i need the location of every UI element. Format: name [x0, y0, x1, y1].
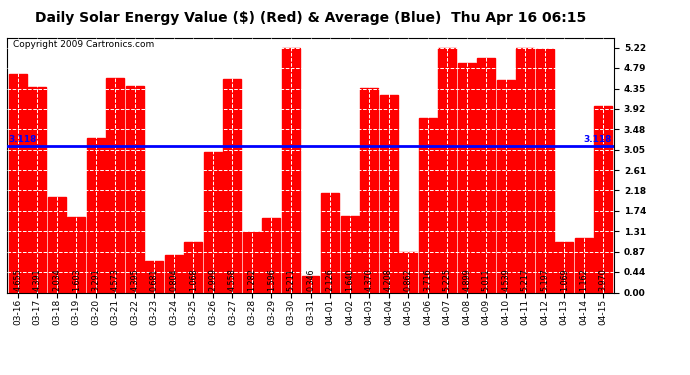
Text: 4.391: 4.391	[32, 268, 41, 291]
Text: 1.640: 1.640	[345, 268, 354, 291]
Bar	[126, 87, 144, 292]
Text: 5.217: 5.217	[521, 268, 530, 291]
Bar	[438, 48, 456, 292]
Bar	[536, 49, 554, 292]
Bar	[399, 252, 417, 292]
Bar	[555, 242, 573, 292]
Text: Daily Solar Energy Value ($) (Red) & Average (Blue)  Thu Apr 16 06:15: Daily Solar Energy Value ($) (Red) & Ave…	[35, 11, 586, 25]
Bar	[243, 232, 261, 292]
Text: 2.126: 2.126	[326, 268, 335, 291]
Text: 1.162: 1.162	[580, 268, 589, 291]
Bar	[497, 80, 515, 292]
Text: 3.118: 3.118	[9, 135, 37, 144]
Bar	[457, 63, 475, 292]
Text: 4.208: 4.208	[384, 268, 393, 291]
Bar	[302, 276, 319, 292]
Text: 4.558: 4.558	[228, 268, 237, 291]
Bar	[48, 197, 66, 292]
Bar	[165, 255, 183, 292]
Bar	[146, 261, 164, 292]
Text: 4.539: 4.539	[501, 268, 510, 291]
Text: 0.681: 0.681	[150, 268, 159, 291]
Text: 1.069: 1.069	[560, 268, 569, 291]
Text: 2.034: 2.034	[52, 268, 61, 291]
Text: 3.716: 3.716	[423, 268, 432, 291]
Text: 1.603: 1.603	[72, 268, 81, 291]
Bar	[477, 58, 495, 292]
Text: 5.197: 5.197	[540, 268, 549, 291]
Bar	[184, 243, 202, 292]
Text: 3.291: 3.291	[91, 268, 100, 291]
Bar	[282, 48, 300, 292]
Text: 4.573: 4.573	[111, 268, 120, 291]
Bar	[380, 95, 397, 292]
Text: 1.068: 1.068	[189, 268, 198, 291]
Text: Copyright 2009 Cartronics.com: Copyright 2009 Cartronics.com	[13, 40, 155, 49]
Text: 1.596: 1.596	[267, 268, 276, 291]
Bar	[204, 152, 222, 292]
Text: 2.999: 2.999	[208, 268, 217, 291]
Text: 5.211: 5.211	[286, 268, 295, 291]
Bar	[575, 238, 593, 292]
Text: 5.225: 5.225	[443, 268, 452, 291]
Bar	[28, 87, 46, 292]
Text: 4.395: 4.395	[130, 268, 139, 291]
Text: 1.282: 1.282	[248, 268, 257, 291]
Bar	[516, 48, 534, 292]
Bar	[87, 138, 105, 292]
Bar	[224, 79, 241, 292]
Bar	[262, 217, 280, 292]
Text: 5.011: 5.011	[482, 268, 491, 291]
Text: 0.346: 0.346	[306, 268, 315, 291]
Bar	[419, 118, 437, 292]
Text: 4.655: 4.655	[13, 268, 22, 291]
Text: 3.118: 3.118	[584, 135, 612, 144]
Text: 0.862: 0.862	[404, 268, 413, 291]
Bar	[106, 78, 124, 292]
Bar	[594, 106, 612, 292]
Text: 0.804: 0.804	[169, 268, 178, 291]
Text: 4.370: 4.370	[364, 268, 373, 291]
Bar	[341, 216, 359, 292]
Bar	[360, 88, 378, 292]
Bar	[67, 217, 85, 292]
Text: 4.899: 4.899	[462, 268, 471, 291]
Bar	[9, 74, 27, 292]
Bar	[321, 193, 339, 292]
Text: 3.970: 3.970	[599, 268, 608, 291]
